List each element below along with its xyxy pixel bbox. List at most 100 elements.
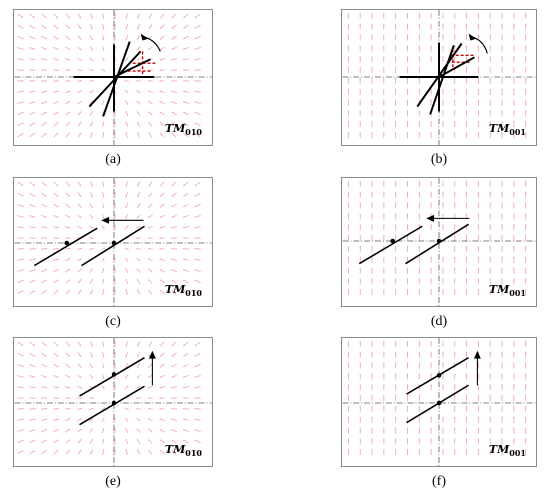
panel-c: TM010 xyxy=(13,177,213,307)
shift-arrowhead xyxy=(426,214,435,222)
field-arrowhead xyxy=(79,111,82,114)
field-arrowhead xyxy=(136,100,139,103)
panel-f: TM001 xyxy=(341,337,537,467)
field-arrowhead xyxy=(194,258,197,261)
field-arrowhead xyxy=(159,80,162,82)
field-arrowhead xyxy=(124,80,127,82)
field-arrowhead xyxy=(160,195,162,197)
field-arrowhead xyxy=(171,90,173,93)
field-arrowhead xyxy=(22,376,24,378)
field-arrowhead xyxy=(136,407,138,410)
field-arrowhead xyxy=(102,387,105,390)
field-arrowhead xyxy=(183,279,185,282)
field-arrowhead xyxy=(418,449,421,451)
field-arrowhead xyxy=(194,269,197,271)
field-arrowhead xyxy=(501,384,503,386)
field-arrowhead xyxy=(91,111,93,113)
field-arrowhead xyxy=(33,439,36,442)
field-arrowhead xyxy=(524,180,527,183)
field-arrowhead xyxy=(477,191,480,194)
field-arrowhead xyxy=(453,362,456,364)
field-arrowhead xyxy=(136,90,139,92)
field-arrowhead xyxy=(442,384,444,386)
field-arrowhead xyxy=(477,56,480,58)
field-arrowhead xyxy=(394,438,397,440)
field-arrowhead xyxy=(160,111,162,114)
field-arrowhead xyxy=(114,38,116,41)
field-arrowhead xyxy=(489,340,491,343)
field-arrowhead xyxy=(171,111,174,114)
field-arrowhead xyxy=(160,290,162,292)
field-arrowhead xyxy=(406,373,409,375)
field-arrowhead xyxy=(513,405,515,408)
field-arrowhead xyxy=(102,38,105,41)
field-arrowhead xyxy=(418,395,421,397)
field-arrowhead xyxy=(159,429,162,431)
field-arrowhead xyxy=(359,99,361,102)
field-arrowhead xyxy=(394,191,397,194)
field-arrowhead xyxy=(453,180,456,183)
field-arrowhead xyxy=(136,247,138,250)
field-arrowhead xyxy=(465,405,468,408)
field-arrowhead xyxy=(91,355,93,358)
field-arrowhead xyxy=(194,184,197,186)
field-arrowhead xyxy=(21,16,24,18)
field-arrowhead xyxy=(359,224,362,226)
field-arrowhead xyxy=(477,23,480,26)
field-arrowhead xyxy=(453,278,456,280)
field-arrowhead xyxy=(418,213,421,215)
field-arrowhead xyxy=(347,289,350,291)
field-arrowhead xyxy=(489,34,492,37)
field-arrowhead xyxy=(347,235,350,237)
field-arrowhead xyxy=(56,258,59,261)
field-arrowhead xyxy=(114,289,116,291)
field-arrowhead xyxy=(418,267,421,269)
field-arrowhead xyxy=(102,376,105,379)
field-arrowhead xyxy=(79,27,82,30)
field-arrowhead xyxy=(160,37,162,40)
field-arrowhead xyxy=(194,122,197,125)
field-arrowhead xyxy=(194,365,197,367)
field-arrowhead xyxy=(465,202,468,204)
field-arrowhead xyxy=(171,258,173,261)
field-arrowhead xyxy=(371,121,373,123)
field-arrowhead xyxy=(148,268,150,271)
field-arrowhead xyxy=(171,439,174,442)
field-arrowhead xyxy=(524,121,527,123)
field-arrowhead xyxy=(501,202,503,204)
field-arrowhead xyxy=(194,397,197,399)
field-arrowhead xyxy=(125,439,128,441)
field-arrowhead xyxy=(147,247,150,250)
shift-arrowhead xyxy=(473,350,481,359)
field-arrowhead xyxy=(418,384,421,386)
field-arrowhead xyxy=(137,206,139,208)
field-arrowhead xyxy=(359,121,361,123)
field-arrowhead xyxy=(125,132,128,134)
field-arrowhead xyxy=(394,132,397,134)
field-arrowhead xyxy=(489,132,492,134)
field-arrowhead xyxy=(371,245,373,248)
field-arrowhead xyxy=(501,45,503,47)
field-arrowhead xyxy=(477,180,480,183)
field-arrowhead xyxy=(453,12,456,15)
field-arrowhead xyxy=(33,344,35,346)
field-arrowhead xyxy=(347,384,350,386)
field-arrowhead xyxy=(79,449,82,452)
field-arrowhead xyxy=(418,427,421,429)
field-arrowhead xyxy=(524,88,527,91)
field-arrowhead xyxy=(68,27,70,29)
field-arrowhead xyxy=(102,206,105,208)
field-arrowhead xyxy=(418,77,421,80)
center-point-shifted xyxy=(436,373,442,378)
field-arrowhead xyxy=(56,344,59,347)
field-arrowhead xyxy=(171,397,173,399)
field-arrowhead xyxy=(80,386,82,389)
field-arrowhead xyxy=(524,110,527,112)
field-arrowhead xyxy=(406,362,409,364)
field-arrowhead xyxy=(465,351,468,354)
field-arrowhead xyxy=(513,56,515,58)
field-arrowhead xyxy=(68,258,71,261)
field-arrowhead xyxy=(501,180,503,183)
field-arrowhead xyxy=(359,34,361,37)
field-arrowhead xyxy=(453,224,456,226)
